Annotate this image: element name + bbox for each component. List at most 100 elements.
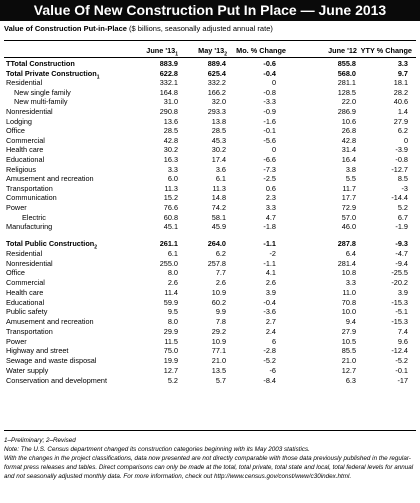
row-value: 21.0 xyxy=(341,356,356,365)
row-value: 5.7 xyxy=(215,375,226,385)
row-value: 10.5 xyxy=(341,336,356,346)
row-value: 11.3 xyxy=(212,183,226,193)
row-value: 17.4 xyxy=(211,155,226,164)
row-value: 14.8 xyxy=(211,193,226,203)
header-mo-change: Mo. % Change xyxy=(236,46,286,55)
row-value: 74.2 xyxy=(211,203,226,212)
row-value: 15.2 xyxy=(163,193,178,203)
row-value: 21.0 xyxy=(211,356,226,365)
row-value: 5.2 xyxy=(167,375,178,385)
top-rule xyxy=(4,40,416,41)
row-value: 264.0 xyxy=(207,239,226,248)
header-june-12: June '12 xyxy=(328,46,357,55)
row-label: Water supply xyxy=(6,365,49,375)
table-row: Conservation and development 5.2 5.7 -8.4 6.… xyxy=(0,376,420,386)
row-value: 7.8 xyxy=(215,317,226,326)
row-value: 42.8 xyxy=(341,135,356,145)
row-value: 3.3 xyxy=(345,278,356,287)
row-value: 60.2 xyxy=(211,297,226,307)
row-value: -6.6 xyxy=(263,155,276,164)
table-subtitle: Value of Construction Put-in-Place ($ bi… xyxy=(4,24,273,33)
row-value: 6.2 xyxy=(215,248,226,258)
row-value: 128.5 xyxy=(337,87,356,97)
table-row: Residential 6.1 6.2 -2 6.4 -4.7 xyxy=(0,249,420,259)
row-value: 9.9 xyxy=(215,307,226,317)
row-value: 2.6 xyxy=(215,278,226,287)
header-may-13: May '132 xyxy=(198,46,227,58)
row-value: 11.5 xyxy=(164,336,178,346)
row-value: 332.1 xyxy=(159,78,178,88)
row-value: 10.9 xyxy=(211,336,226,346)
row-value: 622.8 xyxy=(159,68,178,78)
row-value: 31.4 xyxy=(341,145,356,155)
row-value: 17.7 xyxy=(341,193,356,203)
row-value: 85.5 xyxy=(341,346,356,356)
row-value: 70.8 xyxy=(341,297,356,307)
row-value: 625.4 xyxy=(207,68,226,78)
table-row: Power 76.6 74.2 3.3 72.9 5.2 xyxy=(0,203,420,213)
row-value: 42.8 xyxy=(163,135,178,145)
row-label: Power xyxy=(6,336,27,346)
row-value: 31.0 xyxy=(163,97,178,107)
row-value: 3.8 xyxy=(345,164,356,174)
row-value: 75.0 xyxy=(163,346,178,356)
row-value: 8.0 xyxy=(167,317,178,326)
row-value: -4.7 xyxy=(395,248,408,258)
row-label: Nonresidential xyxy=(6,107,53,116)
row-value: 0.6 xyxy=(265,183,276,193)
table-row: Communication 15.2 14.8 2.3 17.7 -14.4 xyxy=(0,193,420,203)
header-yty-change: YTY % Change xyxy=(360,46,412,55)
row-value: 27.9 xyxy=(393,116,408,126)
row-value: -5.1 xyxy=(395,307,408,317)
table-row: Total Public Construction2 261.1 264.0 -1.1… xyxy=(0,239,420,250)
table-row: New multi-family 31.0 32.0 -3.3 22.0 40.6 xyxy=(0,97,420,107)
row-label: Commercial xyxy=(6,278,45,287)
row-value: 6.1 xyxy=(215,174,226,184)
row-value: 58.1 xyxy=(211,212,226,222)
row-value: 290.8 xyxy=(159,107,178,116)
row-label: New multi-family xyxy=(14,97,68,107)
row-value: 3.3 xyxy=(265,203,276,212)
row-label: Power xyxy=(6,203,27,212)
row-value: 1.4 xyxy=(397,107,408,116)
row-value: -15.3 xyxy=(391,297,408,307)
row-label: Electric xyxy=(22,212,46,222)
row-label: Amusement and recreation xyxy=(6,317,94,326)
row-value: 2.6 xyxy=(265,278,276,287)
row-value: 855.8 xyxy=(337,59,356,68)
row-value: 45.3 xyxy=(211,135,226,145)
row-value: 5.2 xyxy=(397,203,408,212)
row-value: 13.8 xyxy=(211,116,226,126)
row-value: 10.6 xyxy=(341,116,356,126)
row-value: 29.9 xyxy=(163,326,178,336)
row-value: 0 xyxy=(271,145,276,155)
table-row: Manufacturing 45.1 45.9 -1.8 46.0 -1.9 xyxy=(0,222,420,232)
row-value: 13.6 xyxy=(163,116,178,126)
row-value: 7.4 xyxy=(397,326,408,336)
row-value: -12.7 xyxy=(391,164,408,174)
row-value: 45.9 xyxy=(211,222,226,232)
note-census: Note: The U.S. Census department changed… xyxy=(4,446,310,453)
row-value: 60.8 xyxy=(163,212,178,222)
row-value: -0.4 xyxy=(263,297,276,307)
row-value: 11.4 xyxy=(164,287,178,297)
row-label: Transportation xyxy=(6,183,53,193)
row-label: TTotal Construction xyxy=(6,59,75,68)
row-value: 57.0 xyxy=(341,212,356,222)
row-value: 16.3 xyxy=(163,155,178,164)
row-value: -2 xyxy=(269,248,277,258)
row-value: 6.0 xyxy=(167,174,178,184)
row-value: 3.3 xyxy=(167,164,178,174)
row-value: 12.7 xyxy=(163,365,178,375)
table-row: Transportation 11.3 11.3 0.6 11.7 -3 xyxy=(0,184,420,194)
row-value: 164.8 xyxy=(159,87,178,97)
row-value: -0.8 xyxy=(395,155,408,164)
table-row: Public safety 9.5 9.9 -3.6 10.0 -5.1 xyxy=(0,307,420,317)
table-row: Lodging 13.6 13.8 -1.6 10.6 27.9 xyxy=(0,117,420,127)
row-value: 26.8 xyxy=(341,126,356,136)
row-value: 6.2 xyxy=(397,126,408,136)
row-value: 28.2 xyxy=(393,87,408,97)
table-row: Educational 59.9 60.2 -0.4 70.8 -15.3 xyxy=(0,298,420,308)
table-row: Nonresidential 290.8 293.3 -0.9 286.9 1.4 xyxy=(0,107,420,117)
row-value: 2.7 xyxy=(265,317,276,326)
